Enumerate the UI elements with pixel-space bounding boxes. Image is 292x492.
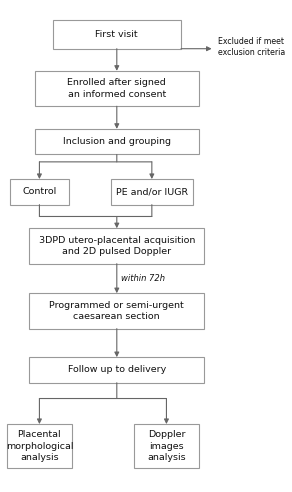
Text: First visit: First visit bbox=[95, 30, 138, 39]
Text: Programmed or semi-urgent
caesarean section: Programmed or semi-urgent caesarean sect… bbox=[49, 301, 184, 321]
FancyBboxPatch shape bbox=[10, 179, 69, 205]
Text: 3DPD utero-placental acquisition
and 2D pulsed Doppler: 3DPD utero-placental acquisition and 2D … bbox=[39, 236, 195, 256]
Text: Doppler
images
analysis: Doppler images analysis bbox=[147, 430, 186, 462]
Text: Excluded if meet
exclusion criteria: Excluded if meet exclusion criteria bbox=[218, 37, 285, 57]
FancyBboxPatch shape bbox=[111, 179, 193, 205]
Text: Follow up to delivery: Follow up to delivery bbox=[68, 366, 166, 374]
Text: Inclusion and grouping: Inclusion and grouping bbox=[63, 137, 171, 146]
Text: Placental
morphological
analysis: Placental morphological analysis bbox=[6, 430, 73, 462]
Text: within 72h: within 72h bbox=[121, 275, 165, 283]
FancyBboxPatch shape bbox=[35, 71, 199, 106]
FancyBboxPatch shape bbox=[134, 424, 199, 468]
Text: Enrolled after signed
an informed consent: Enrolled after signed an informed consen… bbox=[67, 78, 166, 99]
FancyBboxPatch shape bbox=[29, 357, 204, 383]
Text: PE and/or IUGR: PE and/or IUGR bbox=[116, 187, 188, 196]
FancyBboxPatch shape bbox=[7, 424, 72, 468]
Text: Control: Control bbox=[22, 187, 57, 196]
FancyBboxPatch shape bbox=[29, 228, 204, 264]
FancyBboxPatch shape bbox=[29, 293, 204, 329]
FancyBboxPatch shape bbox=[53, 20, 181, 49]
FancyBboxPatch shape bbox=[35, 129, 199, 154]
